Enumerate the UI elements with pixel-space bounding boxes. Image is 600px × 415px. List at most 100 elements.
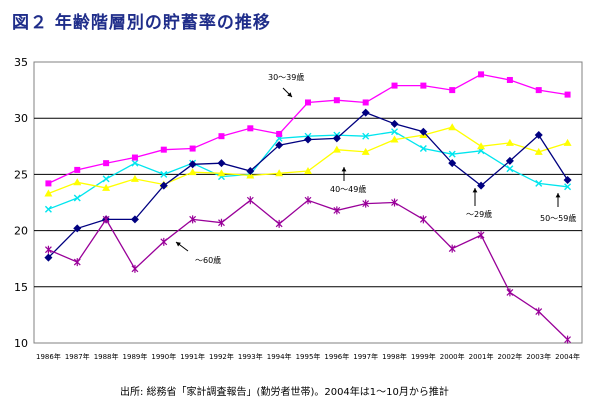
- data-point: [102, 183, 111, 191]
- annotation: 40～49歳: [330, 167, 366, 194]
- x-tick-label: 2004年: [555, 352, 580, 361]
- data-point: [159, 181, 168, 190]
- data-point: [304, 135, 312, 144]
- data-point: [534, 131, 543, 140]
- data-point: [506, 76, 513, 83]
- arrow-head: [555, 193, 561, 198]
- chart-title: 図２ 年齢階層別の貯蓄率の推移: [12, 13, 271, 33]
- data-point: [246, 167, 255, 176]
- x-tick-label: 2001年: [469, 352, 494, 361]
- x-tick-label: 2003年: [526, 352, 551, 361]
- x-tick-label: 1990年: [151, 352, 176, 361]
- data-point: [189, 215, 197, 224]
- x-tick-label: 1995年: [296, 352, 321, 361]
- arrow-head: [287, 92, 292, 97]
- data-point: [419, 215, 427, 224]
- arrow-head: [176, 242, 181, 247]
- data-point: [535, 87, 542, 94]
- data-point: [333, 97, 340, 104]
- x-tick-label: 1991年: [180, 352, 205, 361]
- data-point: [102, 215, 110, 224]
- data-point: [391, 198, 398, 207]
- arrow-head: [472, 188, 478, 193]
- y-tick-label: 25: [14, 168, 28, 181]
- data-point: [564, 335, 572, 344]
- data-point: [563, 176, 572, 185]
- data-point: [275, 141, 284, 150]
- series-annotations: 30～39歳 40～49歳 ～29歳 50～59歳 ～60歳: [175, 72, 576, 265]
- series-lines: [44, 71, 572, 344]
- x-tick-label: 1986年: [36, 352, 61, 361]
- annotation: ～29歳: [466, 188, 492, 219]
- data-point: [131, 159, 139, 167]
- data-point: [247, 125, 254, 132]
- data-point: [332, 134, 341, 143]
- y-tick-label: 35: [14, 56, 28, 69]
- data-point: [103, 160, 110, 167]
- data-point: [477, 181, 486, 190]
- data-point: [534, 147, 543, 155]
- data-point: [218, 218, 225, 227]
- x-tick-label: 1989年: [123, 352, 148, 361]
- data-point: [505, 138, 514, 146]
- data-point: [160, 170, 168, 178]
- data-point: [160, 146, 167, 153]
- data-point: [304, 167, 312, 175]
- data-point: [188, 168, 197, 176]
- data-point: [563, 138, 572, 146]
- data-point: [130, 215, 139, 224]
- data-point: [304, 196, 312, 205]
- x-tick-label: 1999年: [411, 352, 436, 361]
- data-point: [448, 150, 456, 158]
- annotation-label: ～60歳: [195, 255, 221, 265]
- data-point: [305, 99, 311, 106]
- y-axis-ticks: 10 15 20 25 30 35: [14, 56, 28, 350]
- y-tick-label: 20: [14, 225, 28, 238]
- data-point: [45, 180, 52, 187]
- data-point: [478, 71, 485, 78]
- annotation-label: 40～49歳: [330, 184, 366, 194]
- data-point: [160, 237, 168, 246]
- data-point: [333, 206, 341, 215]
- data-point: [448, 244, 456, 253]
- data-point: [44, 245, 52, 254]
- data-point: [564, 183, 572, 191]
- data-point: [390, 119, 399, 128]
- data-point: [477, 231, 485, 240]
- x-axis-ticks: 1986年 1987年 1988年 1989年 1990年 1991年 1992年 1993年…: [36, 352, 580, 361]
- data-point: [361, 108, 370, 117]
- series-group: [44, 108, 572, 262]
- y-tick-label: 30: [14, 112, 28, 125]
- data-point: [218, 133, 225, 140]
- data-point: [419, 145, 427, 153]
- data-point: [44, 189, 53, 197]
- data-point: [362, 199, 370, 208]
- data-point: [564, 91, 571, 98]
- data-point: [448, 159, 457, 168]
- data-point: [276, 130, 283, 137]
- x-tick-label: 1997年: [353, 352, 378, 361]
- x-tick-label: 1992年: [209, 352, 234, 361]
- data-point: [102, 175, 110, 183]
- data-point: [246, 196, 254, 205]
- data-point: [361, 147, 370, 155]
- data-point: [44, 205, 52, 213]
- grid-lines: [34, 117, 582, 288]
- data-point: [362, 132, 370, 140]
- data-point: [217, 169, 226, 177]
- data-point: [449, 87, 456, 94]
- data-point: [419, 127, 428, 136]
- data-point: [391, 128, 399, 136]
- data-point: [390, 135, 399, 143]
- data-point: [391, 82, 398, 89]
- data-point: [506, 288, 514, 297]
- data-point: [535, 307, 543, 316]
- data-point: [505, 156, 514, 165]
- annotation-label: 50～59歳: [540, 213, 576, 223]
- series-group: [44, 196, 572, 344]
- data-point: [535, 179, 543, 187]
- annotation-label: 30～39歳: [268, 72, 304, 82]
- arrow-head: [341, 167, 347, 172]
- data-point: [362, 99, 369, 106]
